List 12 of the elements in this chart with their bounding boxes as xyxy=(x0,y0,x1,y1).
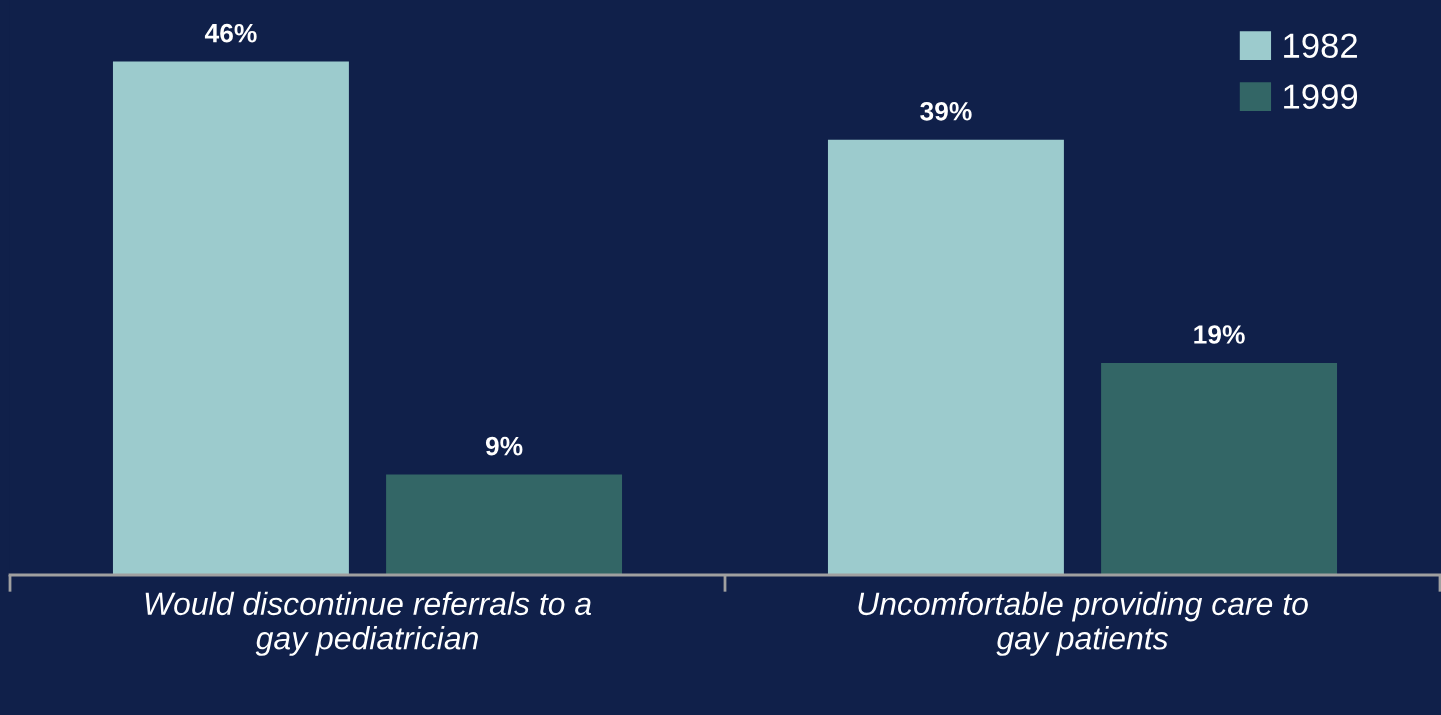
data-label: 9% xyxy=(485,436,523,456)
data-label: 19% xyxy=(1194,325,1245,344)
data-label: 39% xyxy=(920,101,972,121)
legend-label: 1982 xyxy=(1284,33,1357,58)
x-tick-label: Uncomfortable providing care to gay patients xyxy=(858,591,1308,656)
bar xyxy=(386,474,623,575)
bar xyxy=(1101,362,1338,575)
bar xyxy=(827,139,1064,575)
data-label: 46% xyxy=(204,23,257,43)
bar xyxy=(112,61,349,575)
x-tick-label: Would discontinue referrals to a gay pediatrician xyxy=(145,591,592,656)
legend-label: 1999 xyxy=(1284,84,1358,109)
